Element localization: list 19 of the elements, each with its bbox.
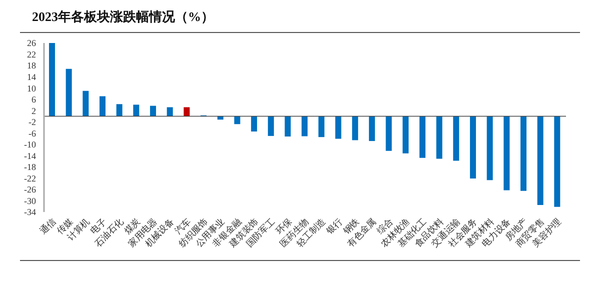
y-tick-label: -6 bbox=[28, 128, 36, 138]
y-tick-label: -18 bbox=[24, 162, 36, 172]
y-tick-label: -30 bbox=[24, 196, 36, 206]
y-tick-label: -26 bbox=[24, 184, 36, 195]
x-tick-label: 银行 bbox=[324, 216, 344, 237]
y-tick-label: -14 bbox=[24, 150, 36, 161]
y-tick-label: 18 bbox=[27, 60, 36, 71]
chart-title: 2023年各板块涨跌幅情况（%） bbox=[32, 8, 214, 26]
y-tick-label: -22 bbox=[24, 173, 36, 184]
y-tick-label: 22 bbox=[27, 49, 36, 60]
y-tick-label: 10 bbox=[27, 83, 36, 94]
y-tick-label: -2 bbox=[28, 117, 36, 128]
y-tick-label: 2 bbox=[32, 106, 36, 116]
y-tick-label: 26 bbox=[27, 38, 36, 48]
y-tick-label: -34 bbox=[24, 207, 36, 218]
x-tick-label: 通信 bbox=[38, 216, 58, 236]
y-tick-label: 14 bbox=[27, 72, 36, 82]
y-tick-label: 6 bbox=[32, 94, 36, 105]
y-tick-label: -10 bbox=[24, 140, 36, 150]
